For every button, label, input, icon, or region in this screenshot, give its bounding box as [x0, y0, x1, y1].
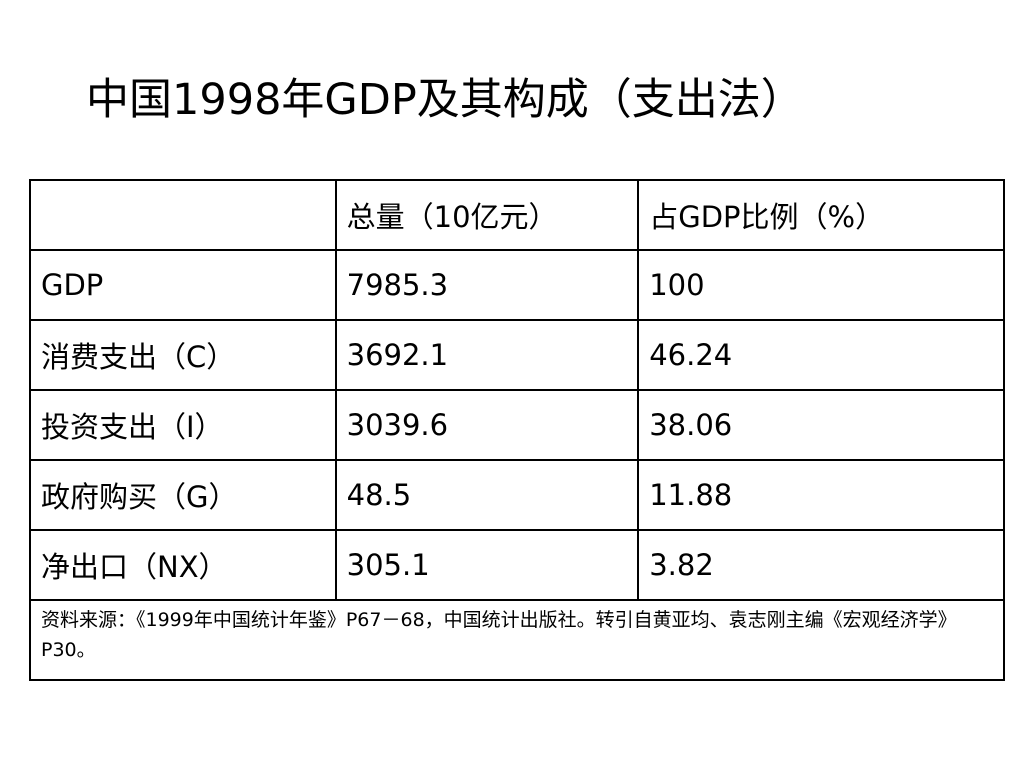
row-label: 投资支出（I）	[29, 389, 337, 461]
table-row: 投资支出（I） 3039.6 38.06	[29, 389, 1005, 461]
row-share-value: 11.88	[637, 459, 1005, 531]
row-share-value: 100	[637, 249, 1005, 321]
page-title: 中国1998年GDP及其构成（支出法）	[86, 75, 804, 125]
header-cell-total: 总量（10亿元）	[334, 179, 640, 251]
table-header-row: 总量（10亿元） 占GDP比例（%）	[29, 179, 1005, 251]
table-row: 消费支出（C） 3692.1 46.24	[29, 319, 1005, 391]
row-total-value: 3039.6	[334, 389, 640, 461]
header-cell-empty	[29, 179, 337, 251]
row-label: 净出口（NX）	[29, 529, 337, 601]
row-share-value: 46.24	[637, 319, 1005, 391]
table-row: 净出口（NX） 305.1 3.82	[29, 529, 1005, 601]
table-source-row: 资料来源：《1999年中国统计年鉴》P67－68，中国统计出版社。转引自黄亚均、…	[29, 599, 1005, 681]
source-note: 资料来源：《1999年中国统计年鉴》P67－68，中国统计出版社。转引自黄亚均、…	[29, 599, 1005, 681]
gdp-composition-table: 总量（10亿元） 占GDP比例（%） GDP 7985.3 100 消费支出（C…	[29, 179, 1005, 681]
row-share-value: 3.82	[637, 529, 1005, 601]
row-total-value: 3692.1	[334, 319, 640, 391]
row-label: GDP	[29, 249, 337, 321]
row-total-value: 305.1	[334, 529, 640, 601]
header-cell-share: 占GDP比例（%）	[637, 179, 1005, 251]
row-total-value: 7985.3	[334, 249, 640, 321]
row-total-value: 48.5	[334, 459, 640, 531]
row-share-value: 38.06	[637, 389, 1005, 461]
table-row: 政府购买（G） 48.5 11.88	[29, 459, 1005, 531]
table-row: GDP 7985.3 100	[29, 249, 1005, 321]
row-label: 政府购买（G）	[29, 459, 337, 531]
row-label: 消费支出（C）	[29, 319, 337, 391]
